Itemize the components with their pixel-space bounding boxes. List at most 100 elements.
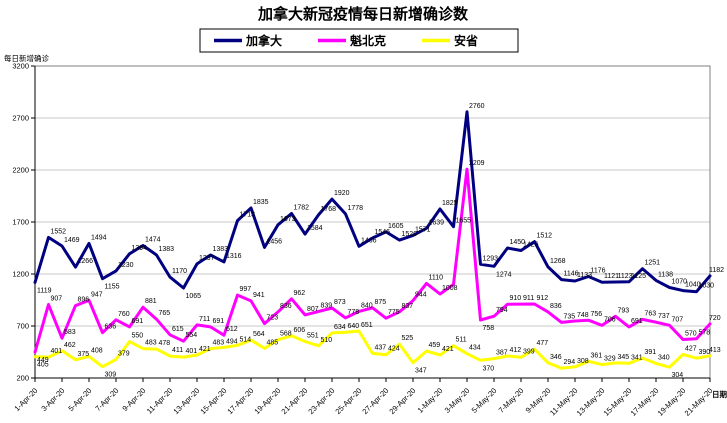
- data-label: 691: [213, 318, 225, 325]
- data-label: 412: [510, 347, 522, 354]
- data-label: 911: [523, 295, 534, 302]
- x-tick-label: 27-Apr-20: [360, 386, 390, 416]
- data-label: 1251: [645, 260, 661, 267]
- data-label: 1182: [709, 267, 724, 274]
- legend-label-canada: 加拿大: [245, 33, 282, 48]
- legend-box: [199, 28, 519, 53]
- x-tick-label: 3-May-20: [443, 386, 472, 415]
- x-tick-label: 23-Apr-20: [306, 386, 336, 416]
- x-tick-label: 17-Apr-20: [225, 386, 255, 416]
- data-label: 1070: [672, 279, 688, 286]
- y-axis-title: 每日新增确诊: [4, 53, 49, 63]
- data-label: 1474: [145, 237, 161, 244]
- data-label: 1110: [429, 274, 444, 281]
- data-label: 1394: [132, 245, 148, 252]
- data-label: 1782: [294, 205, 310, 212]
- data-label: 483: [145, 340, 157, 347]
- data-label: 1920: [334, 190, 350, 197]
- data-label: 735: [564, 313, 576, 320]
- data-label: 1155: [105, 284, 120, 291]
- data-label: 1426: [523, 242, 539, 249]
- data-label: 612: [226, 326, 238, 333]
- data-label: 421: [442, 346, 454, 353]
- data-label: 391: [645, 349, 657, 356]
- data-label: 1825: [442, 200, 458, 207]
- data-label: 437: [375, 344, 387, 351]
- y-tick-label: 200: [16, 374, 29, 383]
- data-label: 462: [64, 342, 76, 349]
- data-label: 1546: [375, 229, 391, 236]
- data-label: 1655: [456, 218, 472, 225]
- data-label: 1469: [64, 237, 80, 244]
- data-label: 551: [307, 333, 319, 340]
- legend-item-canada[interactable]: 加拿大: [214, 33, 282, 48]
- data-label: 1133: [577, 272, 592, 279]
- y-tick-label: 2200: [12, 166, 29, 175]
- data-label: 1138: [658, 271, 673, 278]
- series-line-1[interactable]: [33, 167, 712, 354]
- data-label: 564: [253, 331, 265, 338]
- data-label: 1466: [361, 237, 377, 244]
- x-tick-label: 3-Apr-20: [39, 386, 66, 413]
- data-label: 375: [78, 351, 90, 358]
- data-label: 1383: [159, 246, 175, 253]
- legend: 加拿大 魁北克 安省: [199, 28, 519, 53]
- legend-label-quebec: 魁北克: [350, 33, 386, 48]
- legend-item-quebec[interactable]: 魁北克: [318, 33, 386, 48]
- data-label: 836: [550, 303, 562, 310]
- data-label: 401: [51, 348, 63, 355]
- data-label: 478: [159, 340, 171, 347]
- data-label: 294: [564, 359, 576, 366]
- data-label: 1170: [172, 268, 187, 275]
- data-label: 1639: [429, 219, 445, 226]
- data-label: 387: [496, 350, 508, 357]
- x-tick-label: 17-May-20: [629, 386, 661, 418]
- data-label: 578: [699, 330, 711, 337]
- data-label: 711: [199, 316, 210, 323]
- data-label: 706: [604, 316, 616, 323]
- data-label: 794: [496, 307, 508, 314]
- data-label: 1125: [631, 273, 646, 280]
- x-tick-label: 21-Apr-20: [279, 386, 309, 416]
- series-line-0[interactable]: [33, 110, 712, 294]
- x-tick-label: 21-May-20: [683, 386, 715, 418]
- legend-label-ontario: 安省: [454, 33, 478, 48]
- data-label: 1316: [226, 253, 242, 260]
- data-label: 570: [685, 331, 697, 338]
- data-label: 1121: [604, 273, 619, 280]
- data-label: 1584: [307, 225, 323, 232]
- x-tick-label: 9-Apr-20: [120, 386, 147, 413]
- x-tick-label: 25-Apr-20: [333, 386, 363, 416]
- data-label: 511: [456, 337, 467, 344]
- data-label: 583: [64, 329, 76, 336]
- data-label: 1571: [415, 226, 431, 233]
- data-label: 707: [672, 316, 684, 323]
- data-label: 329: [604, 356, 616, 363]
- data-label: 1274: [496, 271, 512, 278]
- x-tick-label: 19-May-20: [656, 386, 688, 418]
- y-tick-label: 2700: [12, 114, 29, 123]
- data-label: 346: [550, 354, 562, 361]
- data-label: 1494: [91, 234, 107, 241]
- data-label: 304: [672, 372, 684, 379]
- data-label: 525: [402, 335, 414, 342]
- data-label: 1176: [591, 268, 606, 275]
- data-label: 765: [159, 310, 171, 317]
- series-line-2[interactable]: [33, 329, 712, 370]
- data-label: 875: [375, 299, 387, 306]
- data-label: 427: [685, 345, 697, 352]
- data-label: 1383: [213, 246, 229, 253]
- data-label: 550: [132, 333, 144, 340]
- data-label: 839: [321, 303, 333, 310]
- x-tick-label: 11-Apr-20: [145, 386, 175, 416]
- data-label: 907: [51, 296, 63, 303]
- data-label: 1297: [199, 255, 215, 262]
- y-tick-label: 1200: [12, 270, 29, 279]
- data-label: 459: [429, 342, 441, 349]
- data-label: 836: [280, 303, 292, 310]
- legend-item-ontario[interactable]: 安省: [422, 33, 478, 48]
- data-label: 807: [307, 306, 319, 313]
- x-tick-label: 1-May-20: [416, 386, 445, 415]
